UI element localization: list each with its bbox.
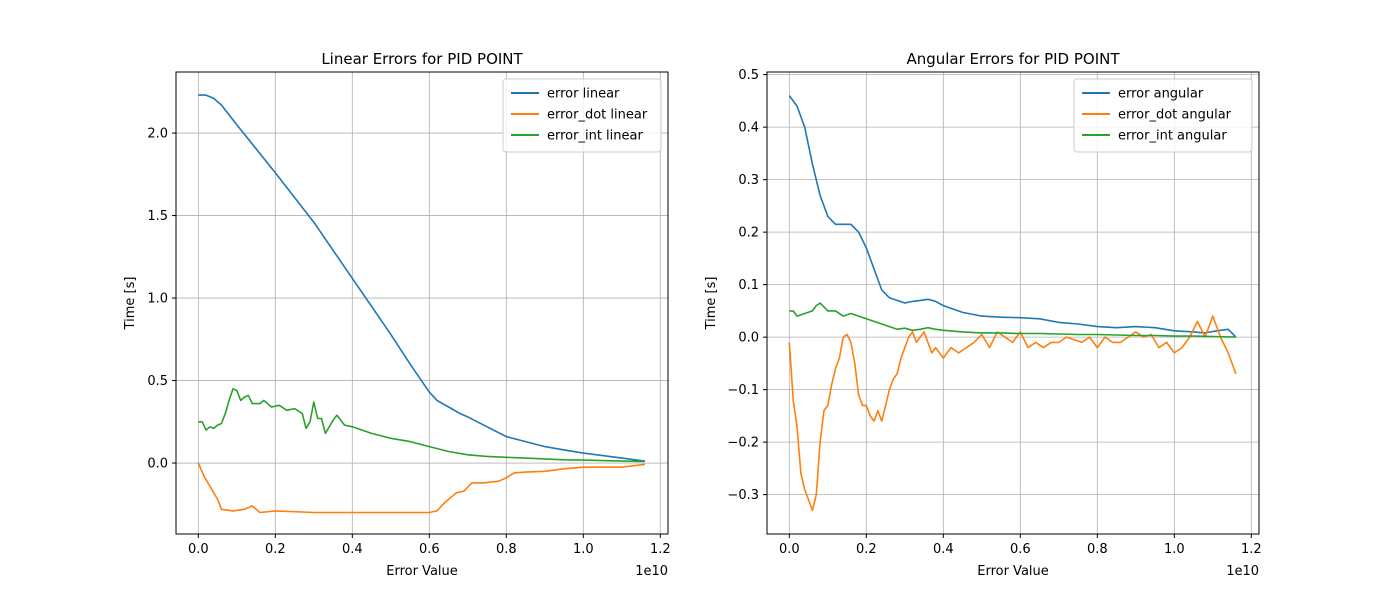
y-tick-label: 2.0 <box>147 127 168 142</box>
subplot-angular-errors: Angular Errors for PID POINT Error Value… <box>704 50 1262 579</box>
y-tick-label: 0.0 <box>738 331 759 346</box>
y-tick-label: 0.5 <box>147 374 168 389</box>
x-tick-label: 1.0 <box>1164 542 1185 557</box>
x-tick-label: 0.6 <box>419 542 440 557</box>
axis-ticks: 0.0 0.2 0.4 0.6 0.8 1.0 1.2 −0.3 −0.2 −0.1 0.0 0.1 0… <box>727 68 1261 557</box>
x-axis-offset-label: 1e10 <box>635 564 668 579</box>
x-tick-label: 0.4 <box>342 542 363 557</box>
x-tick-label: 1.2 <box>1241 542 1262 557</box>
y-axis-label: Time [s] <box>123 277 138 331</box>
subplot-linear-errors: Linear Errors for PID POINT Error Value … <box>123 50 671 579</box>
legend-label: error_int angular <box>1118 129 1227 144</box>
x-tick-label: 0.2 <box>856 542 877 557</box>
plot-area-frame <box>766 71 1260 535</box>
axis-ticks: 0.0 0.2 0.4 0.6 0.8 1.0 1.2 0.0 0.5 1.0 1.5 2.0 <box>147 127 670 557</box>
series-line-error-dot-angular <box>788 315 1237 512</box>
y-tick-label: 0.3 <box>738 173 759 188</box>
x-tick-label: 0.2 <box>265 542 286 557</box>
plot-area-frame <box>175 71 669 535</box>
legend: error linear error_dot linear error_int li… <box>502 78 662 153</box>
y-tick-label: −0.2 <box>727 436 759 451</box>
x-tick-label: 0.4 <box>933 542 954 557</box>
x-axis-label: Error Value <box>977 564 1049 579</box>
x-axis-label: Error Value <box>386 564 458 579</box>
x-tick-label: 0.0 <box>188 542 209 557</box>
y-tick-label: 0.2 <box>738 226 759 241</box>
grid-lines <box>767 72 1259 534</box>
legend-label: error angular <box>1118 87 1204 102</box>
x-tick-label: 0.6 <box>1010 542 1031 557</box>
y-tick-label: −0.1 <box>727 383 759 398</box>
legend-label: error_int linear <box>547 129 643 144</box>
series-line-error-int-linear <box>198 388 645 463</box>
legend-box <box>1073 78 1253 153</box>
y-tick-label: 0.0 <box>147 457 168 472</box>
series-lines <box>197 94 646 514</box>
x-tick-label: 0.8 <box>496 542 517 557</box>
y-axis-label: Time [s] <box>704 277 719 331</box>
series-line-error-int-angular <box>789 302 1236 338</box>
chart-title: Angular Errors for PID POINT <box>906 50 1120 68</box>
x-tick-label: 1.0 <box>573 542 594 557</box>
legend: error angular error_dot angular error_int … <box>1073 78 1253 153</box>
series-line-error-angular <box>788 95 1237 338</box>
y-tick-label: 1.0 <box>147 292 168 307</box>
y-tick-label: 0.1 <box>738 278 759 293</box>
x-tick-label: 1.2 <box>650 542 671 557</box>
chart-title: Linear Errors for PID POINT <box>321 50 523 68</box>
x-axis-offset-label: 1e10 <box>1226 564 1259 579</box>
y-tick-label: 0.5 <box>738 68 759 83</box>
legend-label: error_dot linear <box>547 108 648 123</box>
x-tick-label: 0.8 <box>1087 542 1108 557</box>
series-line-error-linear <box>198 94 646 462</box>
legend-label: error linear <box>547 87 620 102</box>
series-lines <box>788 95 1237 512</box>
y-tick-label: −0.3 <box>727 488 759 503</box>
y-tick-label: 0.4 <box>738 121 759 136</box>
legend-label: error_dot angular <box>1118 108 1232 123</box>
x-tick-label: 0.0 <box>779 542 800 557</box>
series-line-error-dot-linear <box>197 462 645 514</box>
y-tick-label: 1.5 <box>147 209 168 224</box>
legend-box <box>502 78 662 153</box>
